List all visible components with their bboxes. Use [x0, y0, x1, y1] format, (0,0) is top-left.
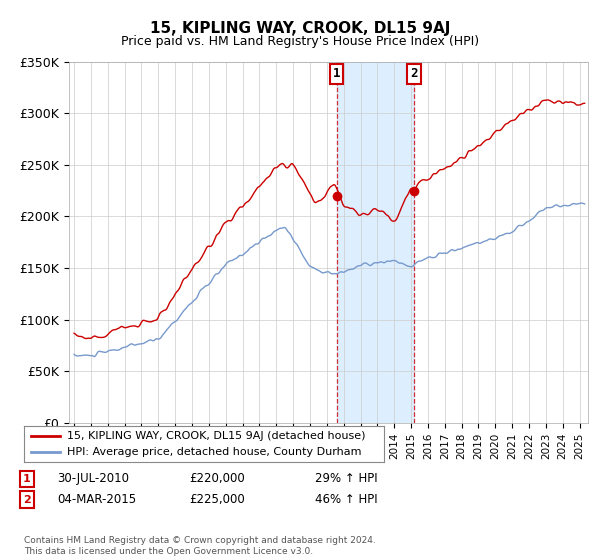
Text: 15, KIPLING WAY, CROOK, DL15 9AJ (detached house): 15, KIPLING WAY, CROOK, DL15 9AJ (detach… — [67, 431, 366, 441]
Text: Price paid vs. HM Land Registry's House Price Index (HPI): Price paid vs. HM Land Registry's House … — [121, 35, 479, 48]
Bar — [337, 62, 414, 423]
Text: 2: 2 — [23, 494, 31, 505]
Text: 04-MAR-2015: 04-MAR-2015 — [57, 493, 136, 506]
Text: Contains HM Land Registry data © Crown copyright and database right 2024.
This d: Contains HM Land Registry data © Crown c… — [24, 536, 376, 556]
Text: HPI: Average price, detached house, County Durham: HPI: Average price, detached house, Coun… — [67, 447, 362, 457]
Text: 2: 2 — [410, 68, 418, 81]
Text: 46% ↑ HPI: 46% ↑ HPI — [315, 493, 377, 506]
Text: £225,000: £225,000 — [189, 493, 245, 506]
Text: 15, KIPLING WAY, CROOK, DL15 9AJ: 15, KIPLING WAY, CROOK, DL15 9AJ — [150, 21, 450, 36]
Text: 30-JUL-2010: 30-JUL-2010 — [57, 472, 129, 486]
Text: £220,000: £220,000 — [189, 472, 245, 486]
Text: 1: 1 — [23, 474, 31, 484]
Text: 1: 1 — [333, 68, 340, 81]
Text: 29% ↑ HPI: 29% ↑ HPI — [315, 472, 377, 486]
